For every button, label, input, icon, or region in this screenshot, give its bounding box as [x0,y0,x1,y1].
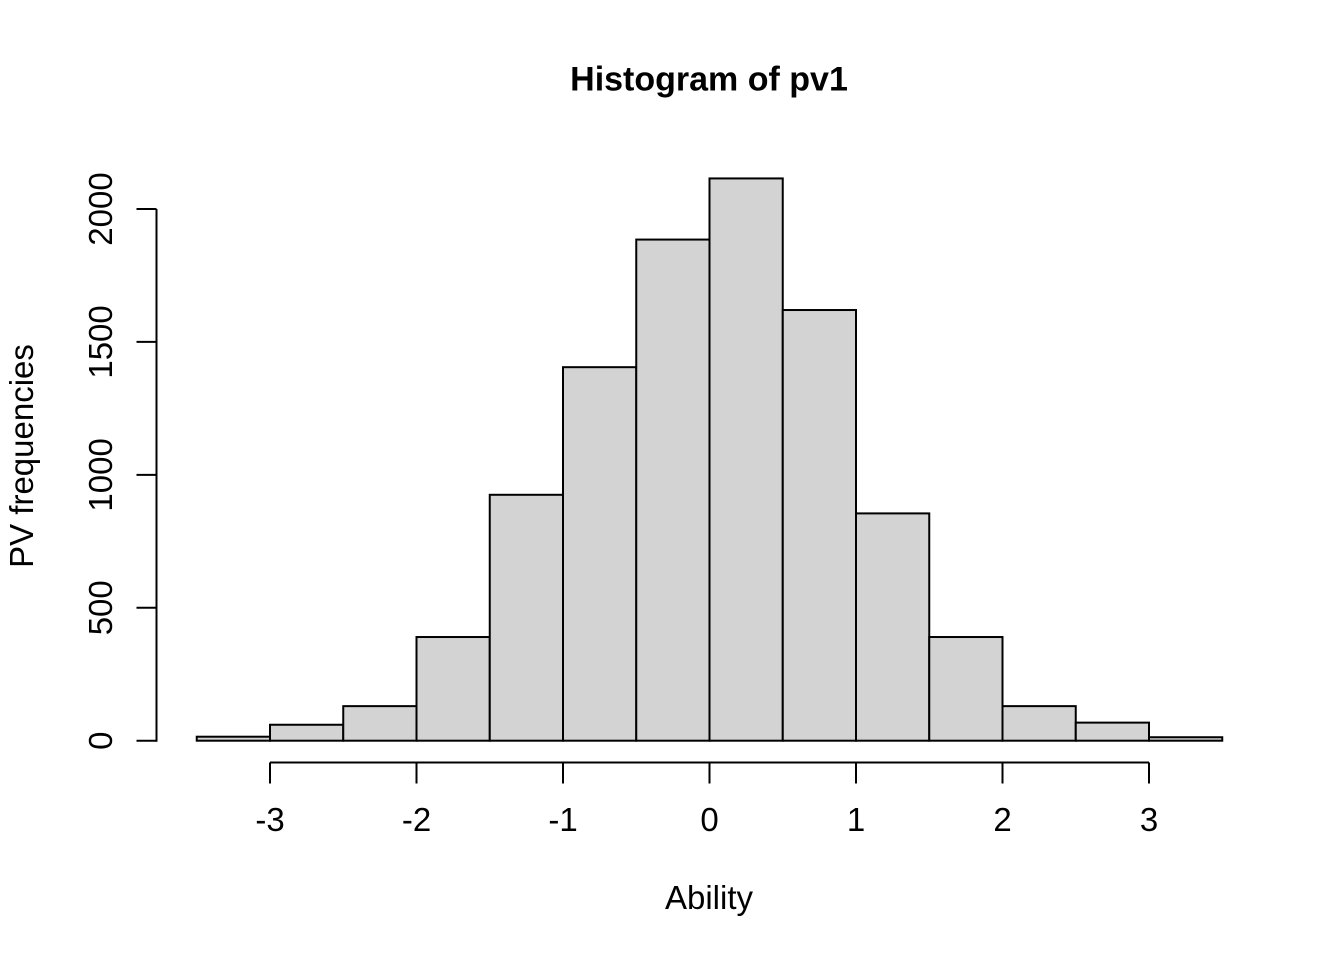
x-tick-label: 1 [847,801,865,838]
histogram-bar [195,735,271,742]
histogram-bar [269,723,345,742]
y-tick-label: 0 [82,732,119,750]
x-tick-label: -1 [548,801,577,838]
y-tick-label: 500 [82,580,119,635]
histogram-bar [781,309,857,742]
histogram-bar [635,238,711,742]
histogram-bar [562,366,638,742]
x-axis-label: Ability [664,879,754,916]
y-tick-label: 1000 [82,438,119,511]
histogram-bar [415,636,491,742]
x-tick-label: -3 [255,801,284,838]
histogram-bar [708,177,784,742]
y-tick-label: 1500 [82,305,119,378]
chart-title: Histogram of pv1 [570,60,848,99]
histogram-bar [928,636,1004,742]
y-axis-label: PV frequencies [3,344,40,568]
x-tick-label: 3 [1140,801,1158,838]
histogram-bar [1074,721,1150,742]
histogram-bar [855,512,931,742]
histogram-bar [488,493,564,742]
x-tick-label: -2 [402,801,431,838]
x-tick-label: 0 [700,801,718,838]
histogram-bar [342,705,418,742]
x-tick-label: 2 [993,801,1011,838]
y-tick-label: 2000 [82,172,119,245]
histogram-bar [1148,736,1224,742]
histogram-bar [1001,705,1077,742]
